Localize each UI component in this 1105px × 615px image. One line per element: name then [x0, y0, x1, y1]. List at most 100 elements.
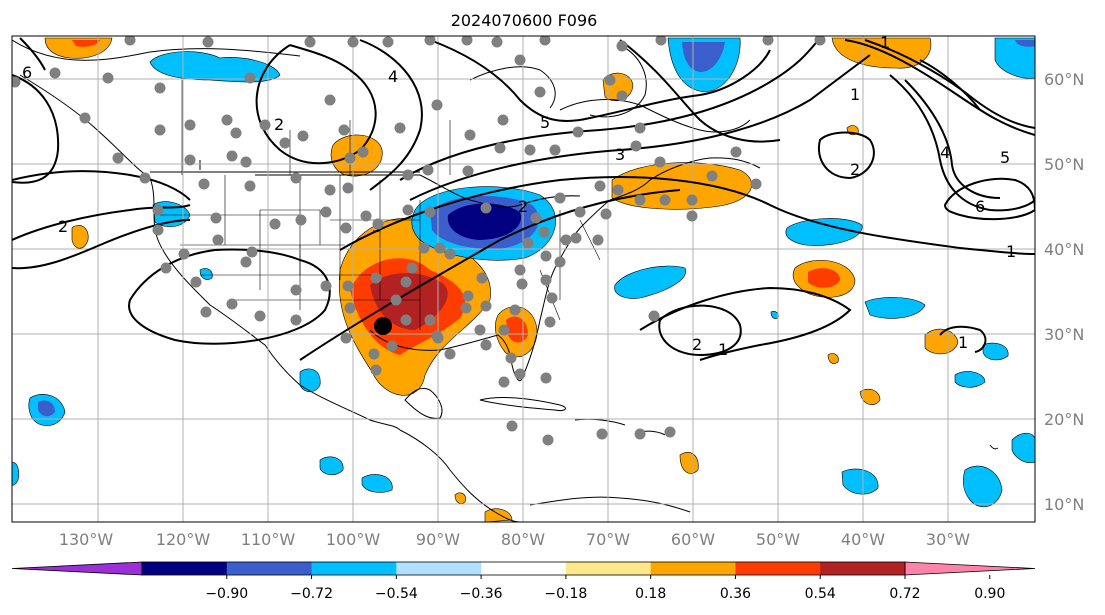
station-dot-icon: [432, 332, 444, 344]
station-dot-icon: [12, 76, 21, 88]
location-marker-icon: [374, 317, 392, 335]
station-dot-icon: [368, 348, 380, 360]
station-dot-icon: [279, 137, 291, 149]
station-dot-icon: [139, 172, 151, 184]
lat-label: 30°N: [1044, 325, 1084, 344]
station-dot-icon: [480, 300, 492, 312]
station-dot-icon: [540, 274, 552, 286]
map-panel: 6 5 4 3 2 1 6 5 4 2 1 2 1 3 2 1 2 1: [12, 36, 1035, 522]
station-dot-icon: [382, 36, 394, 48]
station-dot-icon: [340, 222, 352, 234]
station-dot-icon: [269, 218, 281, 230]
station-dot-icon: [570, 232, 582, 244]
station-dot-icon: [431, 99, 443, 111]
station-dot-icon: [596, 428, 608, 440]
station-dot-icon: [594, 180, 606, 192]
station-dot-icon: [572, 126, 584, 138]
colorbar-cell: [820, 562, 906, 575]
station-dot-icon: [124, 36, 136, 46]
graticule: [12, 36, 1035, 522]
station-dot-icon: [344, 152, 356, 164]
station-dot-icon: [554, 256, 566, 268]
station-dot-icon: [524, 144, 536, 156]
station-dot-icon: [210, 212, 222, 224]
station-dot-icon: [462, 165, 474, 177]
station-dot-icon: [514, 54, 526, 66]
contour-label: 2: [58, 217, 68, 236]
station-dot-icon: [514, 368, 526, 380]
station-dot-icon: [664, 426, 676, 438]
station-dot-icon: [554, 192, 566, 204]
colorbar-extend-high: [904, 561, 1036, 576]
station-dot-icon: [654, 156, 666, 168]
station-dot-icon: [342, 280, 354, 292]
station-dot-icon: [184, 154, 196, 166]
station-dot-icon: [338, 124, 350, 136]
lon-label: 110°W: [241, 530, 296, 549]
colorbar-outline: [141, 561, 906, 576]
station-dot-icon: [814, 36, 826, 46]
station-dot-icon: [152, 224, 164, 236]
station-dot-icon: [240, 156, 252, 168]
station-dot-icon: [604, 74, 616, 86]
figure-title: 2024070600 F096: [451, 11, 598, 30]
contour-label: 1: [850, 85, 860, 104]
station-dot-icon: [476, 272, 488, 284]
station-dot-icon: [297, 130, 309, 142]
station-dot-icon: [49, 67, 61, 79]
colorbar: −0.90 −0.72 −0.54 −0.36 −0.18 0.18 0.36 0.54 0.7…: [11, 561, 1036, 602]
station-dot-icon: [290, 172, 302, 184]
station-dot-icon: [444, 348, 456, 360]
station-dot-icon: [491, 36, 503, 48]
latitude-axis: 60°N 50°N 40°N 30°N 20°N 10°N: [1044, 70, 1084, 514]
colorbar-cell: [396, 562, 482, 575]
station-dot-icon: [418, 242, 430, 254]
station-dot-icon: [498, 376, 510, 388]
station-dot-icon: [509, 304, 521, 316]
station-dot-icon: [706, 170, 718, 182]
station-dot-icon: [340, 332, 352, 344]
station-dot-icon: [462, 290, 474, 302]
station-dot-icon: [659, 194, 671, 206]
station-dot-icon: [400, 276, 412, 288]
station-dot-icon: [648, 310, 660, 322]
lat-label: 50°N: [1044, 155, 1084, 174]
station-dot-icon: [444, 248, 456, 260]
station-dot-icon: [402, 169, 414, 181]
station-dot-icon: [112, 152, 124, 164]
station-dot-icon: [244, 180, 256, 192]
station-dot-icon: [434, 242, 446, 254]
colorbar-cell: [311, 562, 397, 575]
station-dot-icon: [514, 264, 526, 276]
station-dot-icon: [600, 208, 612, 220]
station-dot-icon: [530, 212, 542, 224]
longitude-axis: 130°W 120°W 110°W 100°W 90°W 80°W 70°W 6…: [59, 530, 970, 549]
station-dot-icon: [522, 237, 534, 249]
contour-label: 2: [518, 197, 528, 216]
station-dot-icon: [406, 262, 418, 274]
station-dot-icon: [295, 214, 307, 226]
colorbar-tick-label: −0.36: [460, 586, 503, 602]
station-dot-icon: [290, 284, 302, 296]
station-dot-icon: [79, 112, 91, 124]
station-dot-icon: [320, 280, 332, 292]
station-dot-icon: [480, 339, 492, 351]
station-dot-icon: [574, 206, 586, 218]
station-dot-icon: [200, 306, 212, 318]
station-dot-icon: [230, 127, 242, 139]
station-dot-icon: [184, 119, 196, 131]
station-dot-icon: [424, 206, 436, 218]
station-dot-icon: [226, 298, 238, 310]
lon-label: 100°W: [326, 530, 381, 549]
station-dot-icon: [634, 428, 646, 440]
station-dot-icon: [212, 234, 224, 246]
station-dot-icon: [539, 36, 551, 46]
contour-label: 5: [1000, 148, 1010, 167]
contour-lines: [12, 37, 1035, 361]
station-dot-icon: [402, 204, 414, 216]
station-dot-icon: [494, 142, 506, 154]
station-dot-icon: [254, 310, 266, 322]
contour-label: 2: [692, 335, 702, 354]
station-dot-icon: [534, 86, 546, 98]
